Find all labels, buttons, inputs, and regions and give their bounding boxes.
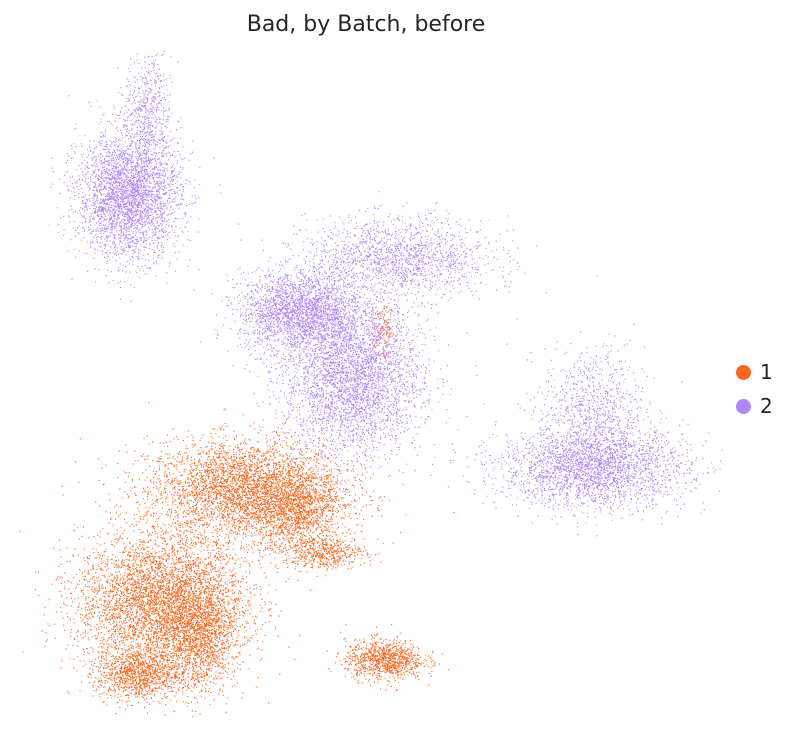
legend-label-batch-2: 2 — [760, 394, 773, 418]
legend-item-batch-1: 1 — [736, 360, 773, 384]
legend-item-batch-2: 2 — [736, 394, 773, 418]
points-lower-left-right-lobe — [140, 522, 266, 717]
legend-marker-batch-1 — [736, 364, 751, 380]
cluster-right-cluster-base-batch-2 — [447, 381, 723, 537]
cluster-top-left-spike-batch-2 — [113, 51, 184, 176]
points-upper-middle-blob — [61, 401, 455, 590]
cluster-lower-left-bottom-batch-1 — [67, 636, 203, 715]
points-lower-left-bottom — [67, 636, 203, 715]
cluster-upper-middle-blob-batch-1 — [61, 401, 455, 590]
points-bottom-small-cluster — [326, 624, 450, 692]
legend-label-batch-1: 1 — [760, 360, 773, 384]
cluster-lower-left-upper-batch-1 — [19, 457, 342, 716]
cluster-right-cluster-top-batch-2 — [506, 324, 672, 505]
points-top-left-blob — [48, 61, 240, 302]
chart-title: Bad, by Batch, before — [246, 12, 486, 37]
legend-marker-batch-2 — [736, 398, 751, 414]
points-right-cluster-base — [447, 381, 723, 537]
points-right-cluster-top — [506, 324, 672, 505]
cluster-top-left-blob-batch-2 — [48, 61, 240, 302]
points-top-left-spike — [113, 51, 184, 176]
points-lower-left-upper — [19, 457, 342, 716]
cluster-lower-left-right-lobe-batch-1 — [140, 522, 266, 717]
cluster-bottom-small-cluster-batch-1 — [326, 624, 450, 692]
